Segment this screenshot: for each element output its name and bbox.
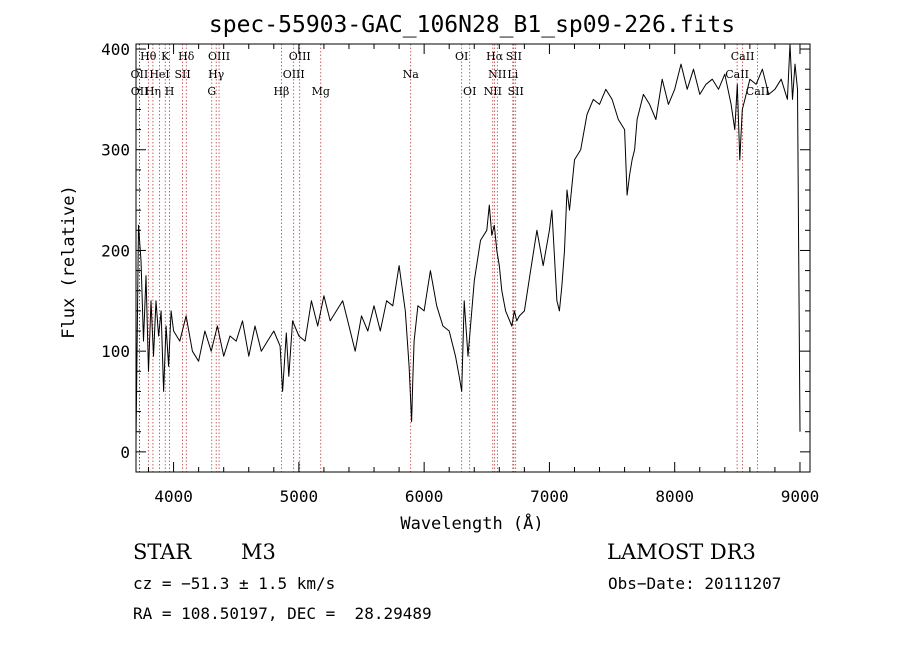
marker-label-11: SII: [174, 68, 190, 81]
marker-label-24: OI: [463, 85, 476, 98]
marker-label-16: Li: [507, 68, 518, 81]
marker-label-15: NII: [488, 68, 506, 81]
x-tick-label-3: 7000: [530, 487, 569, 506]
marker-label-9: OII: [131, 68, 149, 81]
marker-label-5: OI: [455, 50, 468, 63]
y-tick-label-0: 0: [120, 443, 130, 462]
marker-label-13: OIII: [283, 68, 305, 81]
spectrum-series: [135, 43, 801, 442]
axis-ticks: 4000 5000 6000 7000 8000 9000 0 100 200 300 400: [101, 40, 819, 506]
marker-label-27: CaII: [746, 85, 770, 98]
marker-label-12: Hγ: [208, 68, 225, 81]
marker-label-21: G: [207, 85, 216, 98]
marker-label-18: OII: [131, 85, 149, 98]
y-axis-label: Flux (relative): [59, 185, 79, 339]
marker-label-17: CaII: [725, 68, 749, 81]
marker-label-2: Hδ: [178, 50, 195, 63]
marker-label-1: K: [161, 50, 170, 63]
marker-label-4: OIII: [289, 50, 311, 63]
marker-label-14: Na: [403, 68, 420, 81]
y-tick-label-3: 300: [101, 141, 130, 160]
x-axis-label: Wavelength (Å): [400, 512, 543, 534]
x-tick-label-5: 9000: [781, 487, 820, 506]
chart-title: spec-55903-GAC_106N28_B1_sp09-226.fits: [209, 12, 735, 38]
redshift-velocity: cz = −51.3 ± 1.5 km/s: [133, 574, 336, 593]
observation-date: Obs−Date: 20111207: [608, 574, 782, 593]
coordinates: RA = 108.50197, DEC = 28.29489: [133, 604, 432, 623]
marker-label-10: HeI: [149, 68, 169, 81]
survey-name: LAMOST DR3: [607, 540, 756, 564]
marker-label-23: Mg: [312, 85, 330, 98]
plot-frame: [135, 43, 811, 473]
y-tick-label-1: 100: [101, 342, 130, 361]
marker-label-20: H: [165, 85, 175, 98]
marker-label-26: SII: [508, 85, 524, 98]
series-line-0: [135, 43, 801, 442]
y-tick-label-4: 400: [101, 40, 130, 59]
x-tick-label-1: 5000: [280, 487, 319, 506]
marker-label-7: SII: [506, 50, 522, 63]
x-tick-label-2: 6000: [405, 487, 444, 506]
marker-label-3: OIII: [208, 50, 230, 63]
marker-label-25: NII: [484, 85, 502, 98]
marker-label-22: Hβ: [273, 85, 289, 98]
x-tick-label-0: 4000: [154, 487, 193, 506]
marker-label-0: Hθ: [140, 50, 157, 63]
marker-label-8: CaII: [731, 50, 755, 63]
object-subclass: M3: [241, 540, 276, 564]
object-class: STAR: [133, 540, 192, 564]
marker-label-19: Hη: [145, 85, 161, 98]
x-tick-label-4: 8000: [655, 487, 694, 506]
marker-label-6: Hα: [486, 50, 504, 63]
y-tick-label-2: 200: [101, 241, 130, 260]
